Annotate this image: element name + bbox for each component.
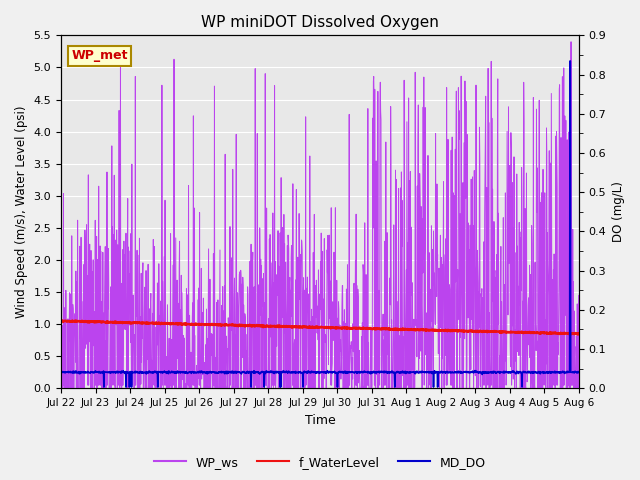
Y-axis label: DO (mg/L): DO (mg/L) <box>612 181 625 242</box>
X-axis label: Time: Time <box>305 414 335 427</box>
Y-axis label: Wind Speed (m/s), Water Level (psi): Wind Speed (m/s), Water Level (psi) <box>15 106 28 318</box>
Text: WP_met: WP_met <box>72 49 128 62</box>
Legend: WP_ws, f_WaterLevel, MD_DO: WP_ws, f_WaterLevel, MD_DO <box>149 451 491 474</box>
Title: WP miniDOT Dissolved Oxygen: WP miniDOT Dissolved Oxygen <box>201 15 439 30</box>
